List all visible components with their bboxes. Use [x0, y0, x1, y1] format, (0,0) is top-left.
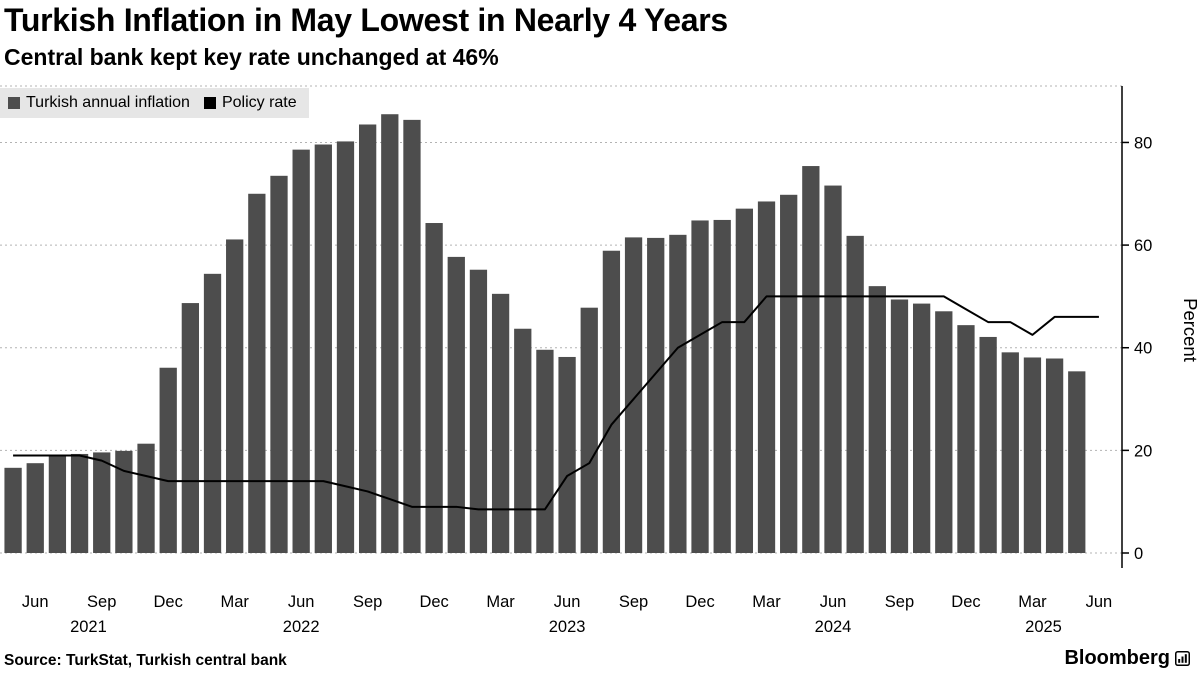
inflation-bar [159, 367, 177, 553]
inflation-swatch-icon [8, 97, 20, 109]
inflation-bar [802, 166, 820, 554]
inflation-bar [757, 201, 776, 553]
inflation-bar [447, 256, 465, 553]
inflation-bar [4, 467, 22, 553]
inflation-bar [26, 463, 44, 553]
inflation-bar [514, 328, 532, 553]
legend-label-inflation: Turkish annual inflation [26, 94, 190, 111]
x-tick-label: Sep [619, 593, 648, 611]
inflation-bar [358, 124, 377, 553]
inflation-bar [957, 325, 975, 553]
inflation-bar [536, 349, 554, 553]
inflation-bar [912, 303, 931, 553]
inflation-bar [48, 456, 67, 553]
year-label: 2022 [283, 618, 320, 636]
legend-item-inflation: Turkish annual inflation [8, 94, 190, 112]
x-tick-label: Mar [752, 593, 781, 611]
x-tick-label: Dec [419, 593, 448, 611]
inflation-bar [713, 219, 731, 553]
bloomberg-wordmark: Bloomberg [1064, 647, 1170, 669]
x-tick-label: Jun [1086, 593, 1113, 611]
bloomberg-logo: Bloomberg [1064, 647, 1190, 670]
inflation-bar [558, 356, 576, 553]
inflation-bar [226, 239, 244, 553]
inflation-bar [203, 273, 222, 553]
year-label: 2025 [1025, 618, 1062, 636]
year-label: 2024 [815, 618, 852, 636]
policy-rate-swatch-icon [203, 97, 216, 109]
legend-label-policy-rate: Policy rate [221, 94, 297, 111]
page-title: Turkish Inflation in May Lowest in Nearl… [4, 2, 728, 38]
x-tick-label: Jun [288, 593, 315, 611]
legend-item-policy-rate: Policy rate [203, 94, 297, 112]
y-tick-label: 20 [1134, 442, 1152, 460]
inflation-bar [381, 114, 399, 553]
inflation-bar [846, 235, 864, 553]
x-tick-label: Sep [87, 593, 116, 611]
inflation-bar [93, 452, 111, 553]
inflation-bar [181, 303, 200, 553]
x-tick-label: Mar [220, 593, 249, 611]
y-tick-label: 80 [1134, 134, 1152, 152]
inflation-bar [248, 193, 266, 553]
inflation-bar [868, 286, 886, 553]
inflation-bar [602, 250, 621, 553]
x-tick-label: Dec [685, 593, 714, 611]
inflation-bar [580, 307, 598, 553]
x-tick-label: Sep [885, 593, 914, 611]
inflation-bar [1023, 357, 1042, 553]
inflation-bar [425, 223, 443, 553]
inflation-bar [669, 234, 687, 554]
inflation-bar [1001, 352, 1019, 553]
x-tick-label: Mar [1018, 593, 1047, 611]
y-tick-label: 0 [1134, 545, 1143, 563]
x-tick-label: Dec [154, 593, 183, 611]
inflation-bar [270, 175, 288, 554]
x-tick-label: Jun [22, 593, 49, 611]
inflation-bar [735, 208, 754, 553]
inflation-bar [70, 453, 89, 553]
policy-rate-line [13, 295, 1099, 511]
inflation-bar [691, 220, 709, 553]
x-tick-label: Sep [353, 593, 382, 611]
inflation-bar [890, 299, 909, 553]
inflation-bar [780, 194, 798, 554]
year-label: 2021 [70, 618, 107, 636]
inflation-bar [137, 443, 155, 553]
chart-legend: Turkish annual inflation Policy rate [0, 88, 309, 118]
source-line: Source: TurkStat, Turkish central bank [4, 652, 287, 669]
inflation-bar [292, 149, 310, 553]
x-tick-label: Dec [951, 593, 980, 611]
page-subtitle: Central bank kept key rate unchanged at … [4, 44, 499, 70]
inflation-bar [336, 141, 355, 553]
x-tick-label: Jun [554, 593, 581, 611]
inflation-bar [1045, 358, 1064, 553]
y-axis-title: Percent [1180, 298, 1200, 362]
inflation-bar [491, 293, 510, 553]
inflation-bar [824, 185, 842, 554]
inflation-bar [403, 119, 421, 553]
year-label: 2023 [549, 618, 586, 636]
inflation-bar [469, 269, 488, 553]
x-tick-label: Mar [486, 593, 515, 611]
bloomberg-chart-icon [1175, 651, 1190, 666]
inflation-bar [115, 450, 133, 553]
x-tick-label: Jun [820, 593, 847, 611]
y-tick-label: 60 [1134, 237, 1152, 255]
inflation-bar [647, 237, 665, 553]
inflation-bar [1068, 371, 1086, 553]
inflation-bar [979, 336, 997, 553]
y-tick-label: 40 [1134, 340, 1152, 358]
inflation-bar [624, 237, 643, 553]
inflation-bar [935, 311, 953, 553]
inflation-bar [314, 144, 332, 553]
